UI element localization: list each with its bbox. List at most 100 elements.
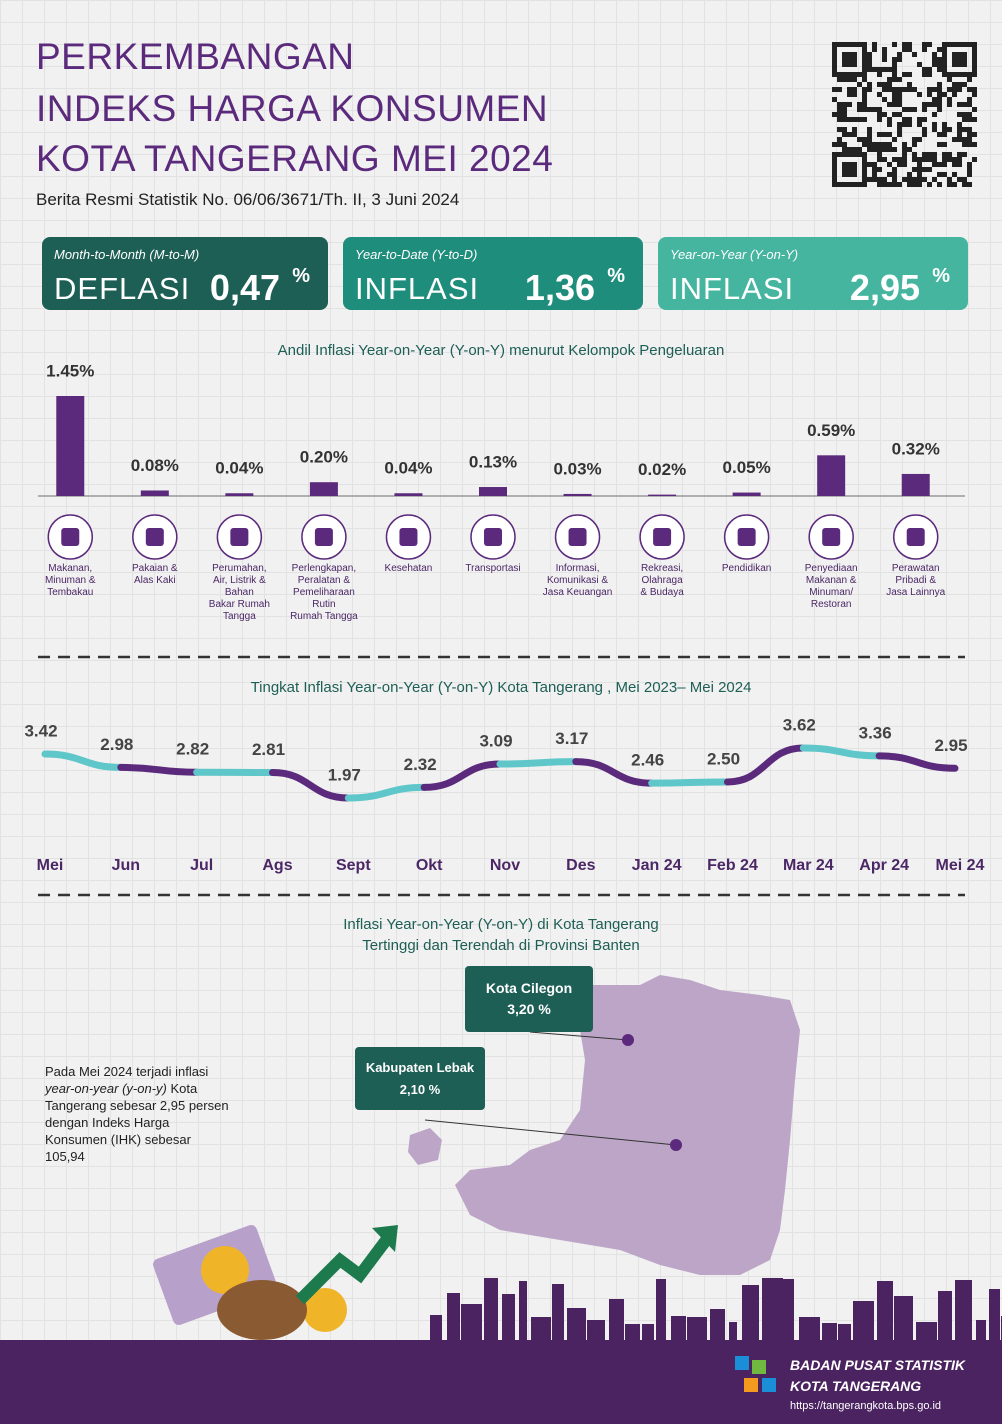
qr-cell [967,172,972,177]
card-value: 1,36 [524,267,595,308]
qr-cell [917,157,922,162]
qr-cell [887,67,892,72]
bar [563,493,592,496]
qr-cell [952,42,957,47]
qr-cell [837,117,842,122]
qr-cell [932,57,937,62]
qr-cell [887,87,892,92]
qr-cell [897,92,902,97]
qr-cell [962,137,967,142]
qr-cell [837,42,842,47]
qr-cell [942,92,947,97]
qr-cell [892,77,897,82]
qr-cell [957,102,962,107]
subtitle: Berita Resmi Statistik No. 06/06/3671/Th… [36,190,460,209]
callout-line [424,1119,677,1146]
qr-cell [952,82,957,87]
qr-cell [842,182,847,187]
qr-cell [857,102,862,107]
note: Pada Mei 2024 terjadi inflasi year-on-ye… [45,1063,230,1165]
qr-cell [917,117,922,122]
qr-cell [902,87,907,92]
skyline [955,1280,972,1340]
qr-cell [837,152,842,157]
qr-cell [842,52,847,57]
qr-cell [892,97,897,102]
bar [309,482,338,496]
qr-cell [972,47,977,52]
skyline [552,1284,564,1340]
line-segment [41,750,125,771]
qr-cell [877,152,882,157]
skyline [502,1294,515,1340]
value-label: 0.32% [892,439,940,458]
qr-cell [952,62,957,67]
qr-cell [842,62,847,67]
note-text: year-on-year (y-on-y) [45,1081,167,1096]
note-text: Kota Tangerang sebesar 2,95 persen denga… [45,1081,229,1164]
qr-cell [937,97,942,102]
value-label: 2.81 [252,740,285,759]
qr-cell [842,77,847,82]
qr-cell [962,182,967,187]
value-label: 0.02% [638,460,686,479]
qr-cell [867,52,872,57]
skyline [938,1291,952,1340]
qr-cell [927,92,932,97]
qr-cell [957,72,962,77]
qr-cell [922,102,927,107]
qr-cell [957,152,962,157]
qr-cell [837,77,842,82]
qr-cell [832,162,837,167]
qr-cell [947,72,952,77]
qr-cell [962,72,967,77]
line-segment [269,769,352,802]
qr-cell [927,152,932,157]
qr-cell [912,87,917,92]
qr-cell [902,162,907,167]
qr-cell [872,142,877,147]
qr-cell [902,142,907,147]
qr-cell [912,52,917,57]
qr-cell [917,122,922,127]
qr-cell [942,127,947,132]
value-label: 3.09 [479,732,512,751]
line-segment [420,760,504,791]
qr-cell [837,127,842,132]
qr-cell [947,102,952,107]
title: KOTA TANGERANG MEI 2024 [36,138,554,179]
qr-cell [957,127,962,132]
card-value: 2,95 [849,267,920,308]
callout-box [355,1047,485,1110]
qr-cell [922,152,927,157]
qr-cell [907,87,912,92]
skyline [430,1315,442,1340]
qr-cell [937,57,942,62]
qr-cell [862,62,867,67]
qr-cell [917,92,922,97]
qr-cell [962,117,967,122]
qr-cell [927,42,932,47]
qr-cell [847,167,852,172]
category-icon [484,528,502,546]
qr-cell [947,97,952,102]
qr-cell [842,152,847,157]
qr-cell [892,62,897,67]
qr-cell [917,62,922,67]
skyline [625,1324,640,1340]
bar [479,487,507,496]
qr-cell [907,122,912,127]
chart-title: Andil Inflasi Year-on-Year (Y-on-Y) menu… [277,342,725,359]
qr-cell [957,112,962,117]
qr-cell [882,177,887,182]
category-label: Perumahan, Air, Listrik & Bahan Bakar Ru… [208,563,270,622]
qr-cell [862,137,867,142]
qr-cell [842,102,847,107]
qr-cell [882,82,887,87]
callout-value: 3,20 % [507,1001,551,1017]
qr-cell [952,137,957,142]
qr-cell [882,112,887,117]
callout-box [465,966,593,1032]
qr-cell [972,87,977,92]
qr-cell [932,162,937,167]
